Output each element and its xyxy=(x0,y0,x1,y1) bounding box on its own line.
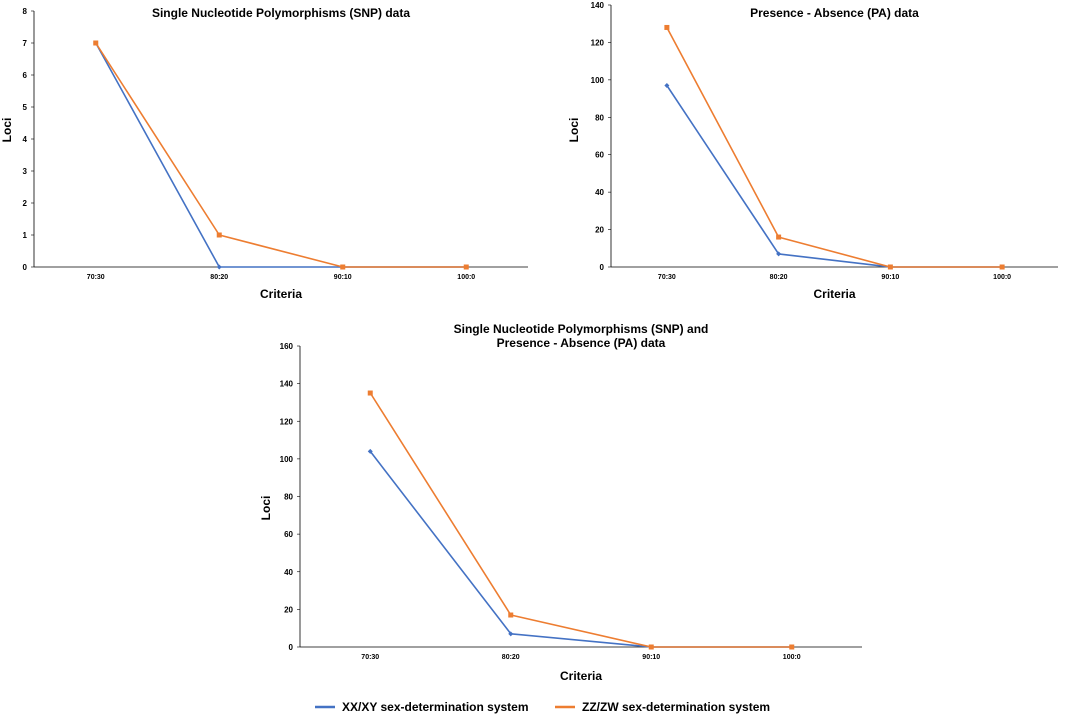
data-point-zz-zw xyxy=(216,232,222,238)
y-tick-label: 0 xyxy=(23,263,28,272)
y-tick-label: 5 xyxy=(23,103,28,112)
chart-title: Presence - Absence (PA) data xyxy=(750,6,919,20)
y-tick-label: 2 xyxy=(23,199,28,208)
legend: XX/XY sex-determination system ZZ/ZW sex-… xyxy=(315,700,770,714)
y-tick-label: 0 xyxy=(600,263,605,272)
data-point-xx-xy xyxy=(216,264,222,270)
y-tick-label: 100 xyxy=(280,455,294,464)
data-point-zz-zw xyxy=(93,40,99,46)
series-line-xx-xy xyxy=(95,42,467,268)
data-point-zz-zw xyxy=(776,234,782,240)
data-point-xx-xy xyxy=(367,448,373,454)
x-tick-label: 70:30 xyxy=(87,274,105,281)
chart-combined: Single Nucleotide Polymorphisms (SNP) an… xyxy=(259,322,862,683)
data-point-zz-zw xyxy=(367,390,373,396)
y-tick-label: 120 xyxy=(280,417,294,426)
y-tick-label: 4 xyxy=(23,135,28,144)
data-point-zz-zw xyxy=(508,612,514,618)
x-axis-label: Criteria xyxy=(813,287,855,301)
y-tick-label: 0 xyxy=(289,643,294,652)
y-axis-label: Loci xyxy=(259,496,273,521)
x-tick-label: 70:30 xyxy=(658,274,676,281)
data-point-zz-zw xyxy=(789,644,795,650)
x-tick-label: 70:30 xyxy=(361,654,379,661)
y-tick-label: 3 xyxy=(23,167,28,176)
y-tick-label: 100 xyxy=(591,76,605,85)
y-axis-label: Loci xyxy=(0,118,14,143)
y-tick-label: 40 xyxy=(595,188,604,197)
x-tick-label: 100:0 xyxy=(457,274,475,281)
y-tick-label: 140 xyxy=(591,1,605,10)
data-point-zz-zw xyxy=(340,264,346,270)
x-axis-label: Criteria xyxy=(260,287,302,301)
y-tick-label: 7 xyxy=(23,39,28,48)
chart-pa: Presence - Absence (PA) data 0 20 40 60 80 100… xyxy=(567,1,1058,301)
y-tick-label: 60 xyxy=(595,151,604,160)
chart-snp: Single Nucleotide Polymorphisms (SNP) da… xyxy=(0,6,528,301)
y-tick-label: 80 xyxy=(284,493,293,502)
y-tick-label: 160 xyxy=(280,342,294,351)
series-line-xx-xy xyxy=(369,450,792,648)
chart-title-line: Presence - Absence (PA) data xyxy=(497,336,666,350)
data-point-zz-zw xyxy=(648,644,654,650)
series-line-xx-xy xyxy=(666,85,1003,268)
x-tick-label: 90:10 xyxy=(642,654,660,661)
x-axis-label: Criteria xyxy=(560,669,602,683)
y-tick-label: 6 xyxy=(23,71,28,80)
x-tick-label: 80:20 xyxy=(502,654,520,661)
x-tick-label: 80:20 xyxy=(210,274,228,281)
data-point-zz-zw xyxy=(463,264,469,270)
data-point-xx-xy xyxy=(664,82,670,88)
chart-title: Single Nucleotide Polymorphisms (SNP) da… xyxy=(152,6,410,20)
y-tick-label: 20 xyxy=(284,605,293,614)
data-point-xx-xy xyxy=(508,631,514,637)
x-tick-label: 100:0 xyxy=(993,274,1011,281)
y-tick-label: 60 xyxy=(284,530,293,539)
data-point-xx-xy xyxy=(776,251,782,257)
series-line-zz-zw xyxy=(369,392,792,648)
data-point-zz-zw xyxy=(999,264,1005,270)
x-tick-label: 90:10 xyxy=(334,274,352,281)
x-tick-label: 80:20 xyxy=(770,274,788,281)
series-line-zz-zw xyxy=(666,27,1003,268)
y-axis-label: Loci xyxy=(567,118,581,143)
y-tick-label: 40 xyxy=(284,568,293,577)
legend-label-zz-zw: ZZ/ZW sex-determination system xyxy=(582,700,770,714)
y-tick-label: 80 xyxy=(595,113,604,122)
series-line-zz-zw xyxy=(95,42,467,268)
y-tick-label: 1 xyxy=(23,231,28,240)
y-tick-label: 8 xyxy=(23,7,28,16)
y-tick-label: 120 xyxy=(591,38,605,47)
legend-label-xx-xy: XX/XY sex-determination system xyxy=(342,700,529,714)
data-point-zz-zw xyxy=(664,24,670,30)
y-tick-label: 140 xyxy=(280,380,294,389)
data-point-zz-zw xyxy=(887,264,893,270)
y-tick-label: 20 xyxy=(595,226,604,235)
x-tick-label: 90:10 xyxy=(881,274,899,281)
chart-title-line: Single Nucleotide Polymorphisms (SNP) an… xyxy=(454,322,709,336)
x-tick-label: 100:0 xyxy=(783,654,801,661)
